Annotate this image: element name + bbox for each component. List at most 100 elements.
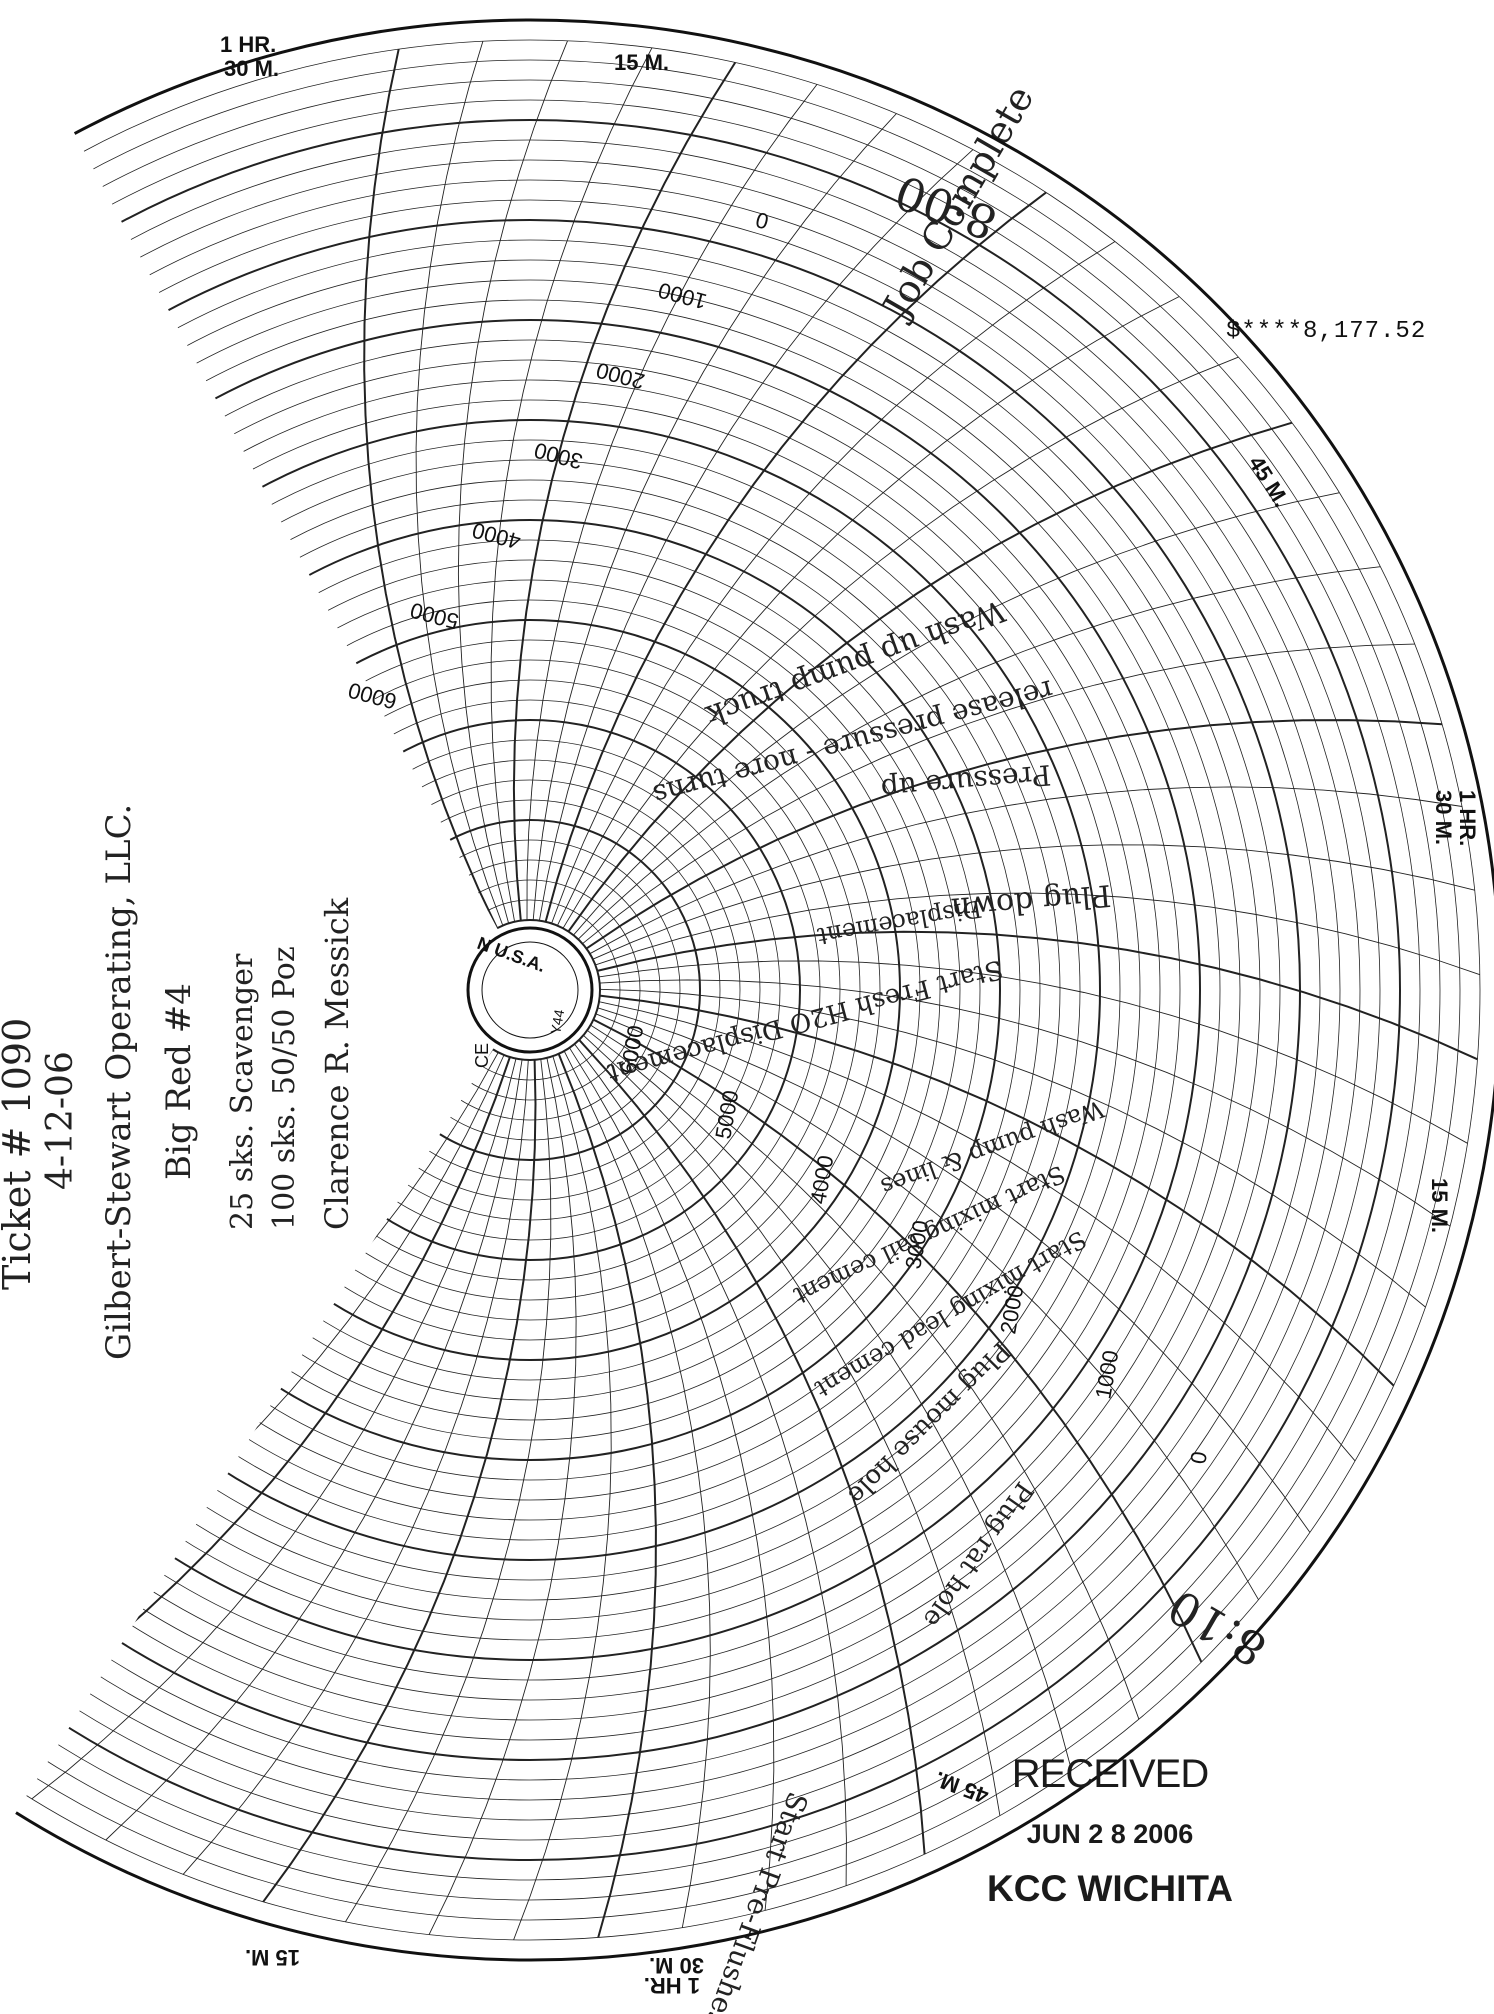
- grid-radial: [573, 492, 1340, 936]
- grid-radial: [599, 979, 1451, 1227]
- grid-radial: [567, 421, 1293, 933]
- grid-ring: [21, 99, 1421, 1881]
- grid-radial: [598, 960, 1468, 1144]
- time-label-15m-bottom: 15 M.: [245, 1945, 300, 1970]
- grid-ring: [21, 239, 1281, 1741]
- grid-radial: [513, 1056, 612, 1941]
- info-operator-name: Clarence R. Messick: [318, 897, 356, 1230]
- grid-radial: [428, 1057, 577, 1935]
- received-stamp: RECEIVED JUN 2 8 2006 KCC WICHITA: [960, 1752, 1260, 1910]
- pressure-label-lower: 5000: [710, 1088, 743, 1141]
- mark-8-10: 8:10: [1159, 1579, 1275, 1677]
- pressure-label-lower: 1000: [1090, 1348, 1123, 1401]
- pressure-label-lower: 4000: [805, 1153, 838, 1206]
- grid-ring: [21, 299, 1221, 1681]
- grid-radial: [557, 1053, 657, 1938]
- hub-text-ce: CE: [472, 1043, 492, 1068]
- info-well: Big Red #4: [159, 983, 199, 1180]
- grid-radial: [590, 1024, 1140, 1720]
- info-ticket: Ticket # 1090: [0, 1018, 39, 1290]
- grid-radial: [583, 1034, 1001, 1816]
- grid-radial: [526, 84, 818, 921]
- grid-radial: [182, 1059, 529, 1875]
- grid-ring: [21, 199, 1321, 1781]
- grid-radial: [582, 643, 1415, 945]
- grid-radial: [562, 356, 1239, 929]
- grid-radial: [415, 41, 504, 926]
- time-label-1hr-top: 1 HR.: [220, 32, 276, 57]
- pressure-label-upper: 5000: [408, 598, 462, 635]
- stamp-office: KCC WICHITA: [987, 1868, 1233, 1909]
- grid-radial: [595, 892, 1481, 976]
- grid-radial: [512, 61, 737, 921]
- grid-ring: [21, 279, 1241, 1701]
- grid-ring: [21, 219, 1301, 1761]
- chart-annotation: Start mixing lead cement: [810, 1225, 1091, 1403]
- time-label-15m-right: 15 M.: [1427, 1178, 1452, 1233]
- grid-radial: [457, 40, 569, 924]
- grid-ring: [21, 479, 1041, 1501]
- info-poz: 100 sks. 50/50 Poz: [267, 946, 302, 1230]
- check-amount: $****8,177.52: [1226, 318, 1427, 345]
- grid-ring: [21, 39, 1481, 1941]
- grid-radial: [593, 1018, 1203, 1663]
- grid-radial: [31, 1058, 517, 1800]
- grid-ring: [21, 379, 1141, 1601]
- grid-radial: [490, 47, 653, 922]
- grid-ring: [21, 259, 1261, 1721]
- pressure-label-upper: 4000: [470, 518, 524, 555]
- time-label-1hr-bottom: 1 HR.: [644, 1973, 700, 1998]
- chart-outer-edge: [15, 18, 1494, 1962]
- chart-annotation: Pressure up: [880, 758, 1053, 806]
- grid-ring: [21, 399, 1121, 1581]
- chart-hub-inner: [481, 941, 579, 1039]
- grid-radial: [262, 1059, 537, 1903]
- pressure-label-upper: 0: [753, 207, 771, 234]
- grid-radial: [599, 994, 1395, 1387]
- grid-radial: [569, 1047, 775, 1911]
- grid-ring: [21, 139, 1381, 1841]
- time-label-15m-top: 15 M.: [614, 50, 669, 75]
- stamp-received: RECEIVED: [1011, 1752, 1210, 1796]
- grid-ring: [21, 459, 1061, 1521]
- grid-radial: [574, 1043, 847, 1886]
- grid-radial: [532, 113, 897, 921]
- grid-radial: [563, 1050, 711, 1928]
- grid-radial: [363, 48, 499, 929]
- chart-annotation: Wash pump & lines: [877, 1094, 1108, 1201]
- chart-hub: [466, 926, 594, 1054]
- chart-annotation: Start Fresh H2O Displacement: [604, 953, 1006, 1088]
- grid-radial: [597, 1007, 1311, 1533]
- pressure-label-lower: 0: [1185, 1449, 1212, 1465]
- chart-radial-lines: [21, 40, 1481, 1941]
- hub-text-y44: Y44: [547, 1008, 567, 1036]
- grid-radial: [544, 191, 1047, 923]
- grid-radial: [578, 1039, 926, 1855]
- grid-radial: [345, 1059, 552, 1923]
- time-label-30m-right: 30 M.: [1431, 790, 1456, 845]
- grid-radial: [586, 1029, 1073, 1771]
- pressure-label-upper: 1000: [656, 278, 710, 315]
- pressure-label-upper: 6000: [346, 678, 400, 715]
- grid-radial: [595, 1013, 1259, 1600]
- grid-radial: [538, 149, 974, 921]
- grid-ring: [21, 59, 1461, 1921]
- grid-radial: [585, 719, 1443, 950]
- time-label-1hr-right: 1 HR.: [1455, 790, 1480, 846]
- grid-ring: [21, 419, 1101, 1561]
- grid-ring: [21, 79, 1441, 1901]
- grid-radial: [105, 1059, 523, 1841]
- grid-ring: [21, 159, 1361, 1821]
- grid-radial: [556, 296, 1180, 926]
- grid-ring: [21, 119, 1401, 1861]
- pressure-scale-upper: 0 1000 2000 3000 4000 5000 6000: [346, 207, 772, 714]
- pressure-label-upper: 2000: [594, 358, 648, 395]
- chart-annotation: Start Pre-Flushes: [698, 1788, 814, 2014]
- info-date: 4-12-06: [40, 1051, 81, 1190]
- grid-ring: [21, 439, 1081, 1541]
- grid-ring: [21, 359, 1161, 1621]
- grid-radial: [592, 844, 1475, 960]
- info-operator: Gilbert-Stewart Operating, LLC.: [99, 804, 139, 1360]
